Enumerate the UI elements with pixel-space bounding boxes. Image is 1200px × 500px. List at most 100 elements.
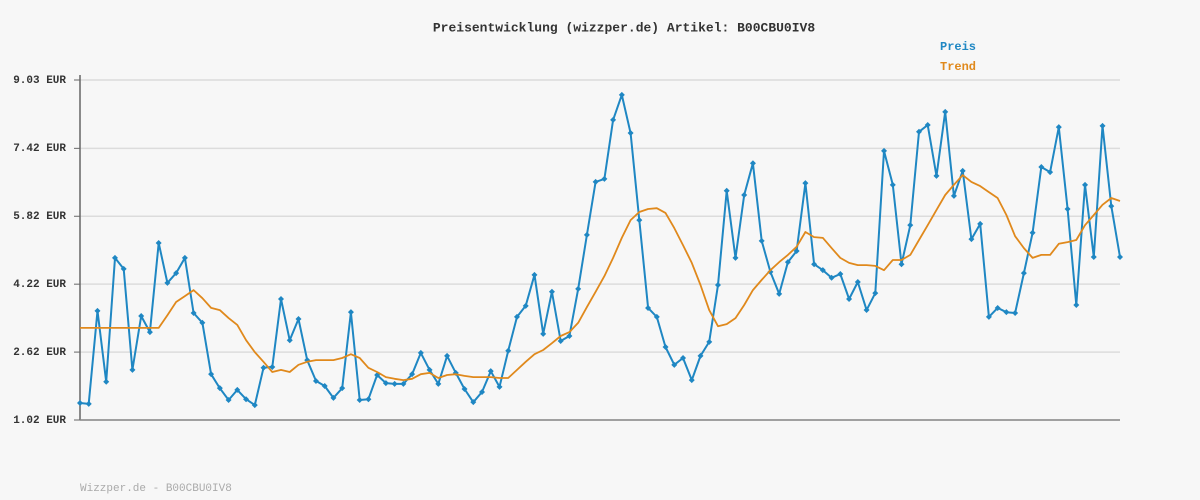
point bbox=[190, 310, 197, 317]
point bbox=[872, 290, 879, 297]
y-tick-label: 7.42 EUR bbox=[13, 143, 66, 155]
point bbox=[1090, 254, 1097, 261]
point bbox=[321, 383, 328, 390]
series-line bbox=[80, 174, 1121, 381]
point bbox=[269, 363, 276, 370]
point bbox=[819, 267, 826, 274]
point bbox=[138, 313, 145, 320]
point bbox=[129, 366, 136, 373]
point bbox=[1117, 254, 1123, 261]
y-tick-label: 2.62 EUR bbox=[13, 347, 66, 359]
point bbox=[706, 338, 713, 345]
point bbox=[854, 279, 861, 286]
point bbox=[714, 282, 721, 289]
point bbox=[653, 313, 660, 320]
point bbox=[977, 220, 984, 227]
point bbox=[636, 217, 643, 224]
point bbox=[531, 271, 538, 278]
point bbox=[767, 268, 774, 275]
point bbox=[1055, 124, 1062, 131]
point bbox=[942, 108, 949, 115]
point bbox=[409, 371, 416, 378]
point bbox=[426, 366, 433, 373]
point bbox=[417, 349, 424, 356]
point bbox=[898, 261, 905, 268]
point bbox=[994, 304, 1001, 311]
point bbox=[85, 400, 92, 407]
point bbox=[662, 343, 669, 350]
point bbox=[828, 274, 835, 281]
point bbox=[260, 364, 267, 371]
point bbox=[444, 352, 451, 359]
point bbox=[164, 279, 171, 286]
point bbox=[400, 380, 407, 387]
point bbox=[1003, 309, 1010, 316]
point bbox=[199, 319, 206, 326]
point bbox=[146, 329, 153, 336]
point bbox=[470, 399, 477, 406]
point bbox=[557, 338, 564, 345]
point bbox=[680, 355, 687, 362]
point bbox=[103, 378, 110, 385]
point bbox=[749, 160, 756, 167]
point bbox=[1099, 122, 1106, 129]
point bbox=[181, 254, 188, 261]
point bbox=[208, 371, 215, 378]
point bbox=[1020, 270, 1027, 277]
point bbox=[758, 237, 765, 244]
point bbox=[94, 307, 101, 314]
point bbox=[1082, 181, 1089, 188]
point bbox=[243, 396, 250, 403]
point bbox=[339, 385, 346, 392]
point bbox=[513, 313, 520, 320]
point bbox=[347, 309, 354, 316]
point bbox=[1073, 301, 1080, 308]
point bbox=[959, 167, 966, 174]
point bbox=[863, 307, 870, 314]
y-tick-label: 9.03 EUR bbox=[13, 75, 66, 87]
point bbox=[173, 270, 180, 277]
point bbox=[985, 313, 992, 320]
point bbox=[784, 259, 791, 266]
point bbox=[216, 385, 223, 392]
point bbox=[950, 192, 957, 199]
point bbox=[155, 239, 162, 246]
point bbox=[461, 386, 468, 393]
chart-title: Preisentwicklung (wizzper.de) Artikel: B… bbox=[433, 20, 815, 35]
y-tick-label: 5.82 EUR bbox=[13, 211, 66, 223]
legend-entry: Trend bbox=[940, 60, 976, 74]
point bbox=[881, 147, 888, 154]
point bbox=[575, 285, 582, 292]
point bbox=[802, 180, 809, 187]
point bbox=[583, 231, 590, 238]
point bbox=[968, 236, 975, 243]
point bbox=[793, 248, 800, 255]
point bbox=[732, 254, 739, 261]
point bbox=[618, 91, 625, 98]
point bbox=[295, 315, 302, 322]
point bbox=[234, 386, 241, 393]
point bbox=[496, 383, 503, 390]
y-tick-label: 1.02 EUR bbox=[13, 415, 66, 427]
point bbox=[924, 121, 931, 128]
point bbox=[723, 187, 730, 194]
point bbox=[251, 402, 258, 409]
point bbox=[915, 128, 922, 135]
point bbox=[1047, 169, 1054, 176]
point bbox=[435, 380, 442, 387]
point bbox=[111, 254, 118, 261]
point bbox=[610, 116, 617, 123]
point bbox=[522, 302, 529, 309]
point bbox=[479, 388, 486, 395]
point bbox=[312, 377, 319, 384]
point bbox=[365, 396, 372, 403]
point bbox=[688, 377, 695, 384]
point bbox=[540, 330, 547, 337]
point bbox=[645, 304, 652, 311]
point bbox=[671, 361, 678, 368]
point bbox=[487, 368, 494, 375]
point bbox=[356, 397, 363, 404]
point bbox=[286, 337, 293, 344]
point bbox=[1064, 206, 1071, 213]
